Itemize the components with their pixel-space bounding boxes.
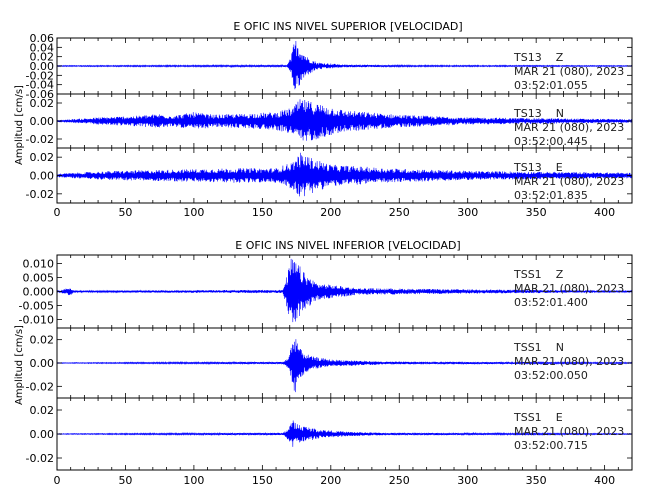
bottom-panel-tss1-z-component: Z (556, 268, 564, 281)
top-panel-ts13-z-time: 03:52:01.055 (514, 79, 588, 92)
bottom-panel-tss1-e-station: TSS1 (513, 411, 542, 424)
top-figure-title: E OFIC INS NIVEL SUPERIOR [VELOCIDAD] (233, 20, 462, 33)
top-xtick-label: 350 (526, 206, 547, 219)
top-panel-ts13-z-ytick-label: 0.02 (30, 51, 55, 64)
top-panel-ts13-z-date: MAR 21 (080), 2023 (514, 65, 624, 78)
top-panel-ts13-n-date: MAR 21 (080), 2023 (514, 121, 624, 134)
top-xtick-label: 250 (389, 206, 410, 219)
top-panel-ts13-z-station: TS13 (513, 51, 542, 64)
bottom-panel-tss1-n-ytick-label: -0.02 (26, 380, 54, 393)
top-panel-ts13-e-ytick-label: 0.02 (30, 151, 55, 164)
top-panel-ts13-e-ytick-label: 0.00 (30, 170, 55, 183)
top-panel-ts13-e-station: TS13 (513, 161, 542, 174)
bottom-panel-tss1-n-component: N (556, 341, 564, 354)
top-panel-ts13-n-component: N (556, 107, 564, 120)
bottom-y-axis-label: Amplitud [cm/s] (14, 325, 25, 405)
top-xtick-label: 300 (457, 206, 478, 219)
top-xtick-label: 150 (252, 206, 273, 219)
top-panel-ts13-z-ytick-label: -0.06 (26, 88, 54, 101)
top-xtick-label: 0 (54, 206, 61, 219)
bottom-xtick-label: 350 (526, 474, 547, 487)
top-xtick-label: 200 (320, 206, 341, 219)
top-panel-ts13-z-waveform (57, 41, 632, 90)
bottom-panel-tss1-z-ytick-label: 0.005 (23, 271, 55, 284)
bottom-xtick-label: 250 (389, 474, 410, 487)
bottom-panel-tss1-e-time: 03:52:00.715 (514, 439, 588, 452)
top-panel-ts13-n-time: 03:52:00.445 (514, 135, 588, 148)
top-panel-ts13-z: 0.060.040.020.00-0.02-0.04-0.06 TS13 ZMAR … (26, 32, 633, 101)
top-panel-ts13-n-station: TS13 (513, 107, 542, 120)
bottom-panel-tss1-n-date: MAR 21 (080), 2023 (514, 355, 624, 368)
bottom-panel-tss1-n-station: TSS1 (513, 341, 542, 354)
bottom-panel-tss1-n-time: 03:52:00.050 (514, 369, 588, 382)
bottom-xtick-label: 100 (183, 474, 204, 487)
top-panel-ts13-n-station-label: TS13 N (513, 107, 564, 120)
top-panel-ts13-z-station-label: TS13 Z (513, 51, 564, 64)
bottom-panel-tss1-z-station-label: TSS1 Z (513, 268, 564, 281)
bottom-figure-title: E OFIC INS NIVEL INFERIOR [VELOCIDAD] (235, 239, 460, 252)
bottom-panel-tss1-n-waveform (57, 339, 632, 393)
bottom-panel-tss1-e-station-label: TSS1 E (513, 411, 563, 424)
top-panel-ts13-z-ytick-label: 0.04 (30, 41, 55, 54)
top-panel-ts13-z-ytick-label: -0.02 (26, 69, 54, 82)
bottom-panel-tss1-n-station-label: TSS1 N (513, 341, 564, 354)
bottom-panel-tss1-e-date: MAR 21 (080), 2023 (514, 425, 624, 438)
top-panel-ts13-e-station-label: TS13 E (513, 161, 563, 174)
figure-bottom: E OFIC INS NIVEL INFERIOR [VELOCIDAD] Am… (14, 239, 633, 487)
top-panel-ts13-n-ytick-label: -0.02 (26, 133, 54, 146)
top-panel-ts13-z-ytick-label: -0.04 (26, 79, 54, 92)
top-y-axis-label: Amplitud [cm/s] (14, 85, 25, 165)
bottom-panel-tss1-z-station: TSS1 (513, 268, 542, 281)
top-panel-ts13-z-ytick-label: 0.00 (30, 60, 55, 73)
bottom-xtick-label: 300 (457, 474, 478, 487)
figure-top: E OFIC INS NIVEL SUPERIOR [VELOCIDAD] Am… (14, 20, 633, 219)
bottom-xtick-label: 400 (594, 474, 615, 487)
bottom-panel-tss1-z-time: 03:52:01.400 (514, 296, 588, 309)
top-panel-ts13-e-component: E (556, 161, 563, 174)
top-panel-ts13-n-ytick-label: 0.02 (30, 97, 55, 110)
bottom-xtick-label: 50 (118, 474, 132, 487)
top-panel-ts13-e-time: 03:52:01.835 (514, 189, 588, 202)
top-panel-ts13-e-waveform (57, 152, 632, 197)
bottom-panel-tss1-z-ytick-label: 0.010 (23, 257, 55, 270)
bottom-panel-tss1-e-waveform (57, 420, 632, 447)
bottom-panel-tss1-n-ytick-label: 0.02 (30, 334, 55, 347)
bottom-panel-tss1-z-waveform (57, 258, 632, 323)
bottom-xtick-label: 0 (54, 474, 61, 487)
top-panel-ts13-e-ytick-label: -0.02 (26, 188, 54, 201)
bottom-panel-tss1-e-component: E (556, 411, 563, 424)
top-xtick-label: 50 (118, 206, 132, 219)
bottom-xtick-label: 200 (320, 474, 341, 487)
bottom-panel-tss1-e-ytick-label: 0.00 (30, 428, 55, 441)
bottom-panel-tss1-n-ytick-label: 0.00 (30, 357, 55, 370)
bottom-xtick-label: 150 (252, 474, 273, 487)
bottom-panel-tss1-e-ytick-label: 0.02 (30, 404, 55, 417)
top-panel-ts13-n-waveform (57, 99, 632, 141)
top-panel-ts13-z-component: Z (556, 51, 564, 64)
bottom-panel-tss1-z-ytick-label: 0.000 (23, 286, 55, 299)
bottom-panel-tss1-z-ytick-label: -0.010 (19, 314, 54, 327)
bottom-panel-tss1-e-ytick-label: -0.02 (26, 452, 54, 465)
top-xtick-label: 400 (594, 206, 615, 219)
bottom-panel-tss1-z-date: MAR 21 (080), 2023 (514, 282, 624, 295)
top-panel-ts13-z-ytick-label: 0.06 (30, 32, 55, 45)
top-panel-ts13-e-date: MAR 21 (080), 2023 (514, 175, 624, 188)
top-panel-ts13-n-ytick-label: 0.00 (30, 115, 55, 128)
top-xtick-label: 100 (183, 206, 204, 219)
bottom-panel-tss1-z-ytick-label: -0.005 (19, 300, 54, 313)
